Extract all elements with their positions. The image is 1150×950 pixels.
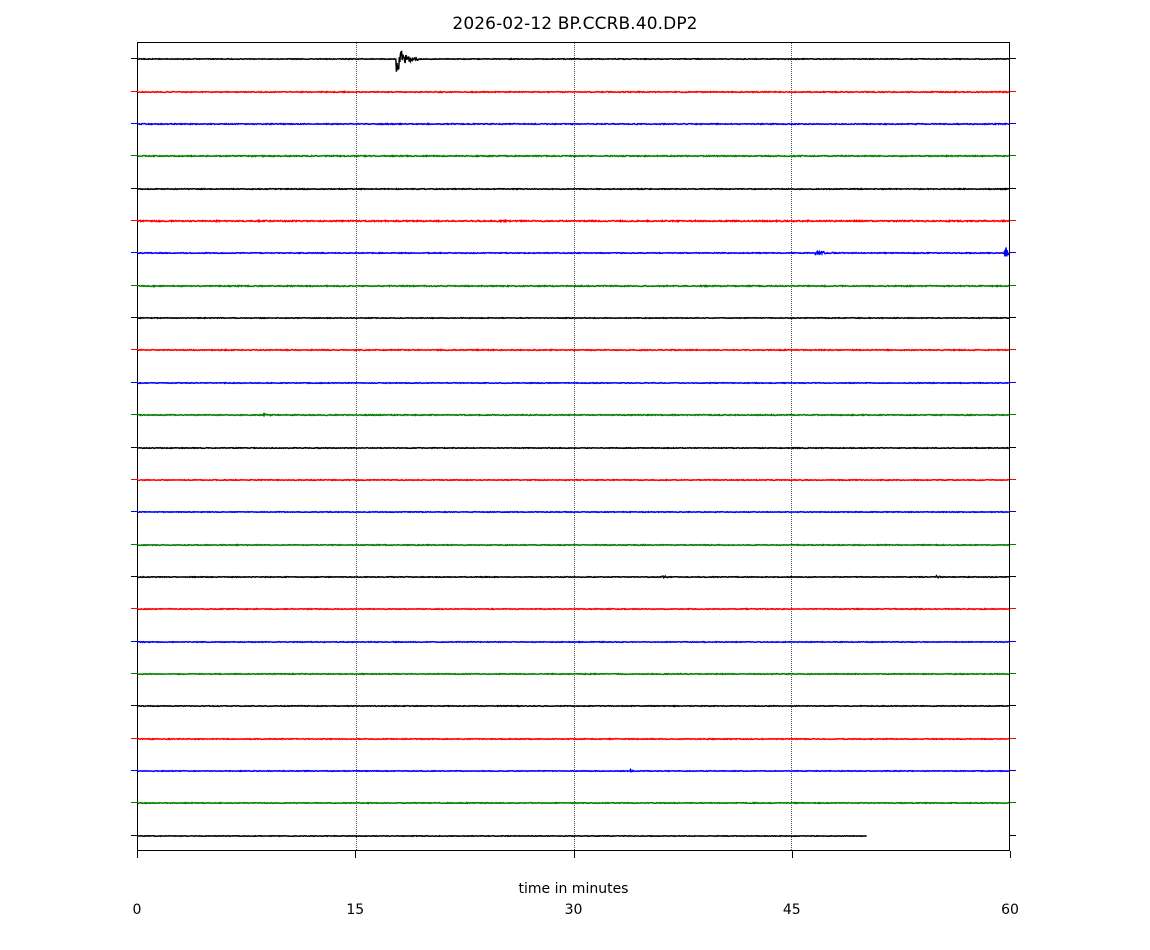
y-tick-mark-left-18 [131,640,138,642]
y-tick-mark-right-12 [1009,446,1016,448]
y-tick-mark-right-7 [1009,284,1016,286]
y-tick-mark-left-19 [131,673,138,675]
y-tick-mark-right-14 [1009,511,1016,513]
y-tick-mark-left-5 [131,219,138,221]
y-tick-mark-right-11 [1009,414,1016,416]
x-tick-mark-60 [1010,851,1011,858]
y-tick-mark-left-0 [131,58,138,60]
y-tick-mark-left-3 [131,155,138,157]
y-tick-mark-right-0 [1009,58,1016,60]
y-tick-mark-right-1 [1009,90,1016,92]
x-tick-mark-45 [791,851,793,858]
y-tick-mark-left-14 [131,511,138,513]
y-tick-mark-left-10 [131,381,138,383]
y-tick-mark-left-12 [131,446,138,448]
y-tick-mark-right-6 [1009,252,1016,254]
x-tick-mark-15 [355,851,357,858]
y-tick-mark-right-3 [1009,155,1016,157]
y-tick-mark-right-15 [1009,543,1016,545]
y-tick-mark-left-20 [131,705,138,707]
y-tick-mark-left-21 [131,737,138,739]
y-tick-mark-right-23 [1009,802,1016,804]
y-tick-mark-right-16 [1009,575,1016,577]
y-tick-mark-left-9 [131,349,138,351]
y-tick-mark-left-23 [131,802,138,804]
y-tick-mark-right-24 [1009,834,1016,836]
y-tick-mark-left-4 [131,187,138,189]
y-tick-mark-right-21 [1009,737,1016,739]
y-tick-mark-right-5 [1009,219,1016,221]
y-tick-mark-right-8 [1009,317,1016,319]
y-tick-mark-left-11 [131,414,138,416]
y-tick-mark-left-16 [131,575,138,577]
x-tick-mark-30 [573,851,575,858]
y-tick-mark-right-10 [1009,381,1016,383]
x-tick-label-0: 0 [132,902,142,918]
y-tick-mark-right-2 [1009,122,1016,124]
x-tick-label-30: 30 [564,902,583,918]
x-axis-label: time in minutes [518,881,629,897]
y-tick-mark-left-22 [131,770,138,772]
y-tick-mark-right-19 [1009,673,1016,675]
y-tick-mark-right-17 [1009,608,1016,610]
y-tick-mark-right-4 [1009,187,1016,189]
x-tick-label-60: 60 [1001,902,1019,918]
y-tick-mark-left-1 [131,90,138,92]
x-tick-mark-0 [137,851,138,858]
y-tick-mark-right-13 [1009,478,1016,480]
y-tick-mark-right-9 [1009,349,1016,351]
y-tick-mark-left-17 [131,608,138,610]
y-tick-mark-left-7 [131,284,138,286]
page-title: 2026-02-12 BP.CCRB.40.DP2 [452,14,698,34]
tick-layer: 07:00:0008:00:0009:00:0010:00:0011:00:00… [131,42,1019,918]
y-tick-mark-left-8 [131,317,138,319]
y-tick-mark-left-24 [131,834,138,836]
y-tick-mark-right-18 [1009,640,1016,642]
x-tick-label-45: 45 [782,902,801,918]
x-tick-label-15: 15 [346,902,365,918]
y-tick-mark-right-20 [1009,705,1016,707]
y-tick-mark-right-22 [1009,770,1016,772]
y-tick-mark-left-13 [131,478,138,480]
y-tick-mark-left-6 [131,252,138,254]
y-tick-mark-left-2 [131,122,138,124]
y-tick-mark-left-15 [131,543,138,545]
